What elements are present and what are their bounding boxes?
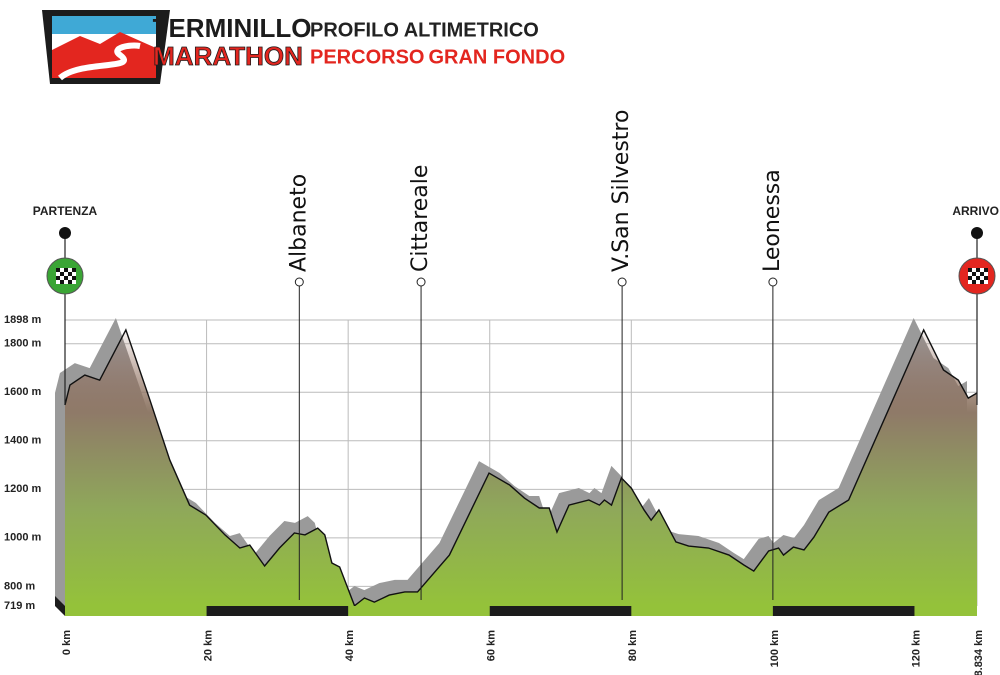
x-tick-label: 0 km bbox=[61, 630, 73, 655]
flag-check bbox=[968, 280, 972, 284]
logo-line2: MARATHON bbox=[153, 41, 303, 71]
endpoint-label: PARTENZA bbox=[33, 204, 98, 218]
flag-check bbox=[980, 280, 984, 284]
logo: TERMINILLO MARATHON bbox=[42, 10, 311, 84]
y-tick-label: 1400 m bbox=[4, 435, 42, 447]
chart-title: PROFILO ALTIMETRICO bbox=[310, 19, 539, 41]
flag-check bbox=[980, 272, 984, 276]
flag-check bbox=[60, 280, 64, 284]
annotation-dot bbox=[294, 277, 304, 287]
flag-check bbox=[980, 268, 984, 272]
base-left bbox=[55, 596, 65, 616]
flag-check bbox=[984, 272, 988, 276]
y-tick-label: 1200 m bbox=[4, 483, 42, 495]
flag-check bbox=[60, 268, 64, 272]
x-tick-label: 100 km bbox=[769, 630, 781, 668]
flag-check bbox=[64, 272, 68, 276]
flag-check bbox=[64, 276, 68, 280]
profile-shadow bbox=[55, 317, 967, 606]
y-tick-label: 1600 m bbox=[4, 386, 42, 398]
flag-check bbox=[976, 268, 980, 272]
base-segment bbox=[489, 606, 632, 616]
flag-check bbox=[68, 268, 72, 272]
flag-check bbox=[976, 272, 980, 276]
y-tick-label: 1898 m bbox=[4, 314, 42, 326]
x-tick-label: 120 km bbox=[910, 630, 922, 668]
flag-check bbox=[984, 276, 988, 280]
annotation-label: Albaneto bbox=[286, 174, 311, 272]
chart-subtitle: GRAN FONDO bbox=[428, 46, 565, 68]
y-tick-label: 1800 m bbox=[4, 338, 42, 350]
flag-check bbox=[972, 276, 976, 280]
flag-check bbox=[72, 280, 76, 284]
endpoint-dot bbox=[971, 227, 983, 239]
flag-check bbox=[68, 272, 72, 276]
x-tick-label: 128.834 km bbox=[973, 630, 985, 675]
profile-area bbox=[65, 329, 977, 606]
flag-check bbox=[980, 276, 984, 280]
flag-check bbox=[972, 280, 976, 284]
flag-check bbox=[976, 280, 980, 284]
logo-sky bbox=[52, 16, 156, 34]
endpoint-label: ARRIVO bbox=[952, 204, 999, 218]
flag-check bbox=[56, 268, 60, 272]
flag-check bbox=[72, 272, 76, 276]
endpoint-dot bbox=[59, 227, 71, 239]
flag-check bbox=[984, 268, 988, 272]
base-segment bbox=[206, 606, 349, 616]
logo-line1: TERMINILLO bbox=[153, 13, 312, 43]
flag-check bbox=[976, 276, 980, 280]
flag-check bbox=[56, 280, 60, 284]
annotation-label: Leonessa bbox=[760, 169, 785, 272]
annotation-label: V.San Silvestro bbox=[609, 110, 634, 272]
flag-check bbox=[968, 268, 972, 272]
flag-check bbox=[56, 276, 60, 280]
x-tick-label: 20 km bbox=[202, 630, 214, 661]
flag-check bbox=[68, 276, 72, 280]
y-tick-label: 1000 m bbox=[4, 532, 42, 544]
x-tick-label: 80 km bbox=[627, 630, 639, 661]
flag-check bbox=[968, 272, 972, 276]
flag-check bbox=[60, 276, 64, 280]
flag-check bbox=[984, 280, 988, 284]
flag-check bbox=[60, 272, 64, 276]
y-tick-label: 800 m bbox=[4, 580, 35, 592]
annotation-dot bbox=[416, 277, 426, 287]
flag-check bbox=[64, 280, 68, 284]
x-tick-label: 40 km bbox=[344, 630, 356, 661]
base-segment bbox=[772, 606, 915, 616]
flag-check bbox=[972, 268, 976, 272]
flag-check bbox=[56, 272, 60, 276]
flag-check bbox=[72, 276, 76, 280]
flag-check bbox=[72, 268, 76, 272]
profile-line bbox=[64, 328, 978, 607]
flag-check bbox=[968, 276, 972, 280]
y-tick-label: 719 m bbox=[4, 600, 35, 612]
x-tick-label: 60 km bbox=[486, 630, 498, 661]
annotation-dot bbox=[768, 277, 778, 287]
flag-check bbox=[64, 268, 68, 272]
plot: 719 m 800 m 1000 m 1200 m 1400 m 1600 m 1800 m… bbox=[4, 110, 999, 675]
chart-subtitle: PERCORSO bbox=[310, 46, 424, 68]
flag-check bbox=[68, 280, 72, 284]
annotation-label: Cittareale bbox=[408, 165, 433, 272]
flag-check bbox=[972, 272, 976, 276]
logo-road bbox=[57, 42, 141, 81]
annotation-dot bbox=[617, 277, 627, 287]
